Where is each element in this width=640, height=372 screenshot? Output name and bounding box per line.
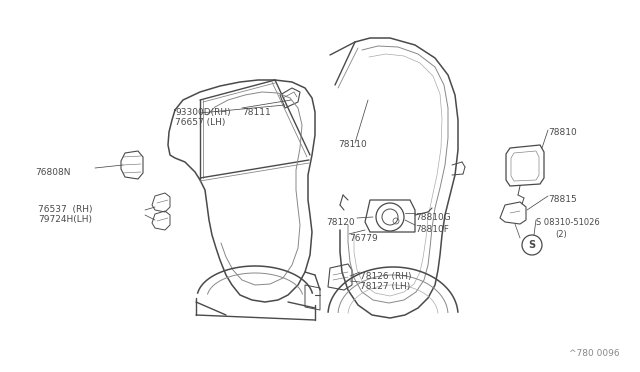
Text: 78127 (LH): 78127 (LH)	[360, 282, 410, 291]
Text: (2): (2)	[555, 230, 567, 239]
Circle shape	[522, 235, 542, 255]
Text: 78110: 78110	[338, 140, 367, 149]
Text: 78815: 78815	[548, 195, 577, 204]
Text: S 08310-51026: S 08310-51026	[536, 218, 600, 227]
Text: 78810G: 78810G	[415, 213, 451, 222]
Polygon shape	[305, 285, 320, 310]
Text: 78120: 78120	[326, 218, 355, 227]
Text: 78126 (RH): 78126 (RH)	[360, 272, 412, 281]
Text: S: S	[529, 240, 536, 250]
Text: ^780 0096: ^780 0096	[570, 349, 620, 358]
Text: 78111: 78111	[242, 108, 271, 117]
Text: 78810F: 78810F	[415, 225, 449, 234]
Text: 78810: 78810	[548, 128, 577, 137]
Text: 76657 (LH): 76657 (LH)	[175, 118, 225, 127]
Text: 93300D(RH): 93300D(RH)	[175, 108, 230, 117]
Text: 76537  (RH): 76537 (RH)	[38, 205, 93, 214]
Text: 76779: 76779	[349, 234, 378, 243]
Text: 76808N: 76808N	[35, 168, 70, 177]
Text: 79724H(LH): 79724H(LH)	[38, 215, 92, 224]
